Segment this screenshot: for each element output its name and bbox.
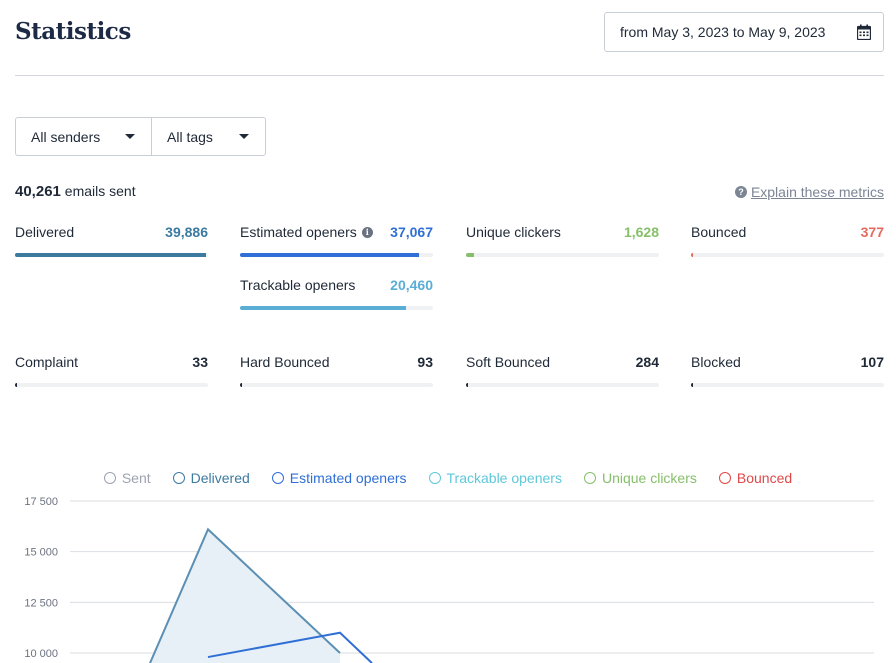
y-tick-label: 17 500 <box>24 496 58 508</box>
metric-label: Trackable openers <box>240 277 356 293</box>
metric-estimated-openers: Estimated openers i 37,067 <box>240 223 433 257</box>
metric-value: 20,460 <box>390 277 433 293</box>
metric-value: 377 <box>860 224 884 240</box>
header-divider <box>15 75 884 76</box>
date-range-picker[interactable]: from May 3, 2023 to May 9, 2023 <box>604 12 884 52</box>
legend-circle-icon <box>271 472 284 484</box>
metric-value: 93 <box>417 354 433 370</box>
metric-delivered: Delivered 39,886 <box>15 223 208 257</box>
progress-track <box>240 383 433 387</box>
progress-track <box>15 383 208 387</box>
metric-value: 39,886 <box>165 224 208 240</box>
metric-label: Bounced <box>691 224 747 240</box>
series-line-estimated-openers <box>207 631 373 663</box>
explain-metrics-text: Explain these metrics <box>750 184 884 200</box>
info-icon[interactable]: i <box>361 226 373 238</box>
series-area-delivered <box>150 529 340 663</box>
metric-bounced: Bounced 377 <box>691 223 884 257</box>
chart-legend: Sent Delivered Estimated openers Trackab… <box>0 470 896 486</box>
legend-label: Estimated openers <box>289 470 407 486</box>
emails-sent-summary: 40,261 emails sent <box>15 183 136 200</box>
legend-item-delivered[interactable]: Delivered <box>172 470 250 486</box>
metric-label-wrap: Estimated openers i <box>240 224 373 240</box>
explain-metrics-link[interactable]: ? Explain these metrics <box>734 184 884 200</box>
calendar-icon <box>857 24 871 40</box>
metric-label: Estimated openers <box>240 224 357 240</box>
legend-item-unique-clickers[interactable]: Unique clickers <box>583 470 697 486</box>
tags-dropdown[interactable]: All tags <box>152 118 265 155</box>
legend-circle-icon <box>428 472 441 484</box>
metric-value: 284 <box>635 354 659 370</box>
legend-circle-icon <box>172 472 185 484</box>
statistics-chart: 17 500 15 000 12 500 10 000 <box>24 496 874 663</box>
progress-fill <box>240 306 406 310</box>
metric-blocked: Blocked 107 <box>691 353 884 387</box>
progress-fill <box>466 383 468 387</box>
senders-dropdown[interactable]: All senders <box>16 118 152 155</box>
metric-value: 1,628 <box>623 224 659 240</box>
tags-dropdown-label: All tags <box>167 128 213 145</box>
legend-circle-icon <box>718 472 731 484</box>
senders-dropdown-label: All senders <box>31 128 101 145</box>
y-tick-label: 10 000 <box>24 648 58 660</box>
metric-value: 37,067 <box>390 224 433 240</box>
legend-label: Sent <box>121 470 151 486</box>
progress-fill <box>466 253 474 257</box>
legend-item-trackable-openers[interactable]: Trackable openers <box>428 470 562 486</box>
question-circle-icon: ? <box>734 186 747 198</box>
legend-label: Trackable openers <box>446 470 562 486</box>
legend-circle-icon <box>103 472 116 484</box>
progress-track <box>466 253 659 257</box>
legend-label: Bounced <box>736 470 793 486</box>
series-line-delivered <box>149 527 341 663</box>
legend-item-estimated-openers[interactable]: Estimated openers <box>271 470 407 486</box>
emails-sent-count: 40,261 <box>15 183 61 200</box>
progress-fill <box>240 383 242 387</box>
metric-label: Soft Bounced <box>466 354 551 370</box>
metric-complaint: Complaint 33 <box>15 353 208 387</box>
progress-track <box>466 383 659 387</box>
progress-track <box>691 253 884 257</box>
metric-label: Complaint <box>15 354 79 370</box>
y-tick-label: 12 500 <box>24 597 58 609</box>
filter-group: All senders All tags <box>15 117 266 156</box>
progress-fill <box>240 253 420 257</box>
metric-label: Hard Bounced <box>240 354 330 370</box>
metric-hard-bounced: Hard Bounced 93 <box>240 353 433 387</box>
caret-down-icon <box>125 134 135 139</box>
metric-value: 33 <box>192 354 208 370</box>
progress-track <box>240 253 433 257</box>
legend-item-sent[interactable]: Sent <box>103 470 151 486</box>
legend-item-bounced[interactable]: Bounced <box>718 470 793 486</box>
progress-fill <box>691 383 693 387</box>
progress-track <box>15 253 208 257</box>
metric-trackable-openers: Trackable openers 20,460 <box>240 276 433 310</box>
legend-circle-icon <box>583 472 596 484</box>
metric-value: 107 <box>860 354 884 370</box>
progress-fill <box>15 253 207 257</box>
emails-sent-label: emails sent <box>64 183 136 199</box>
progress-fill <box>691 253 693 257</box>
metric-label: Delivered <box>15 224 75 240</box>
metric-soft-bounced: Soft Bounced 284 <box>466 353 659 387</box>
metric-label: Blocked <box>691 354 741 370</box>
metric-label: Unique clickers <box>466 224 561 240</box>
progress-fill <box>15 383 17 387</box>
caret-down-icon <box>239 134 249 139</box>
y-tick-label: 15 000 <box>24 547 58 559</box>
progress-track <box>691 383 884 387</box>
progress-track <box>240 306 433 310</box>
date-range-text: from May 3, 2023 to May 9, 2023 <box>620 24 826 40</box>
legend-label: Unique clickers <box>601 470 697 486</box>
page-title: Statistics <box>15 18 131 45</box>
legend-label: Delivered <box>190 470 250 486</box>
metric-unique-clickers: Unique clickers 1,628 <box>466 223 659 257</box>
